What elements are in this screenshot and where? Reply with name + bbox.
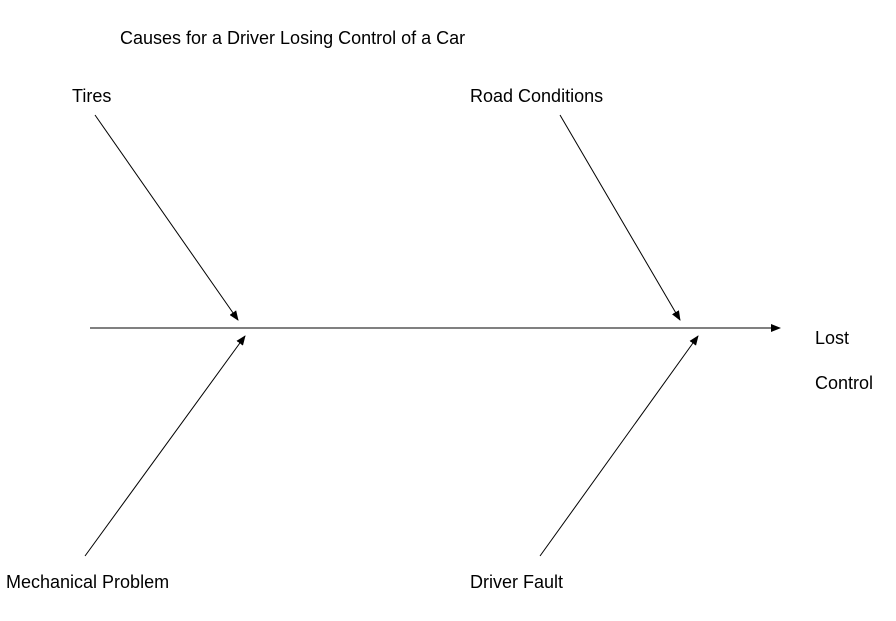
cause-label-tires: Tires [72,86,111,107]
diagram-title: Causes for a Driver Losing Control of a … [120,28,465,49]
effect-label: Lost Control [795,304,873,417]
cause-label-mechanical-problem: Mechanical Problem [6,572,169,593]
cause-label-road-conditions: Road Conditions [470,86,603,107]
effect-line1: Lost [815,328,849,348]
effect-line2: Control [815,373,873,393]
diagram-svg [0,0,896,621]
cause-label-driver-fault: Driver Fault [470,572,563,593]
fishbone-diagram: Causes for a Driver Losing Control of a … [0,0,896,621]
